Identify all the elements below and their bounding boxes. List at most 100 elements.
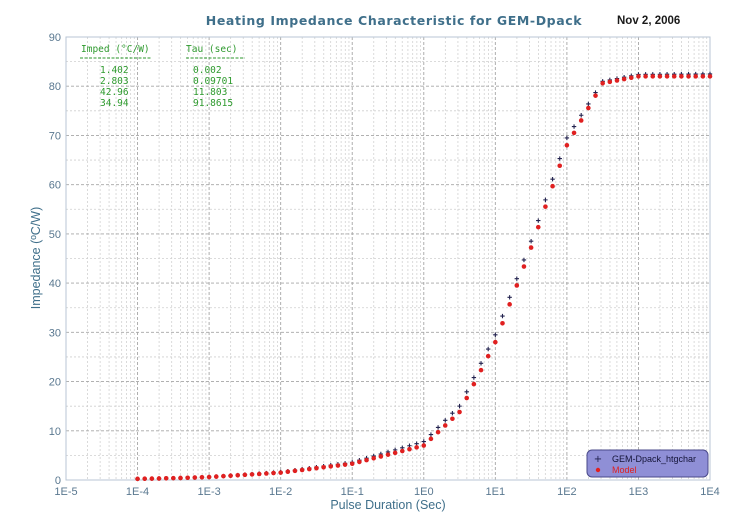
data-point-model xyxy=(593,93,598,98)
x-tick-label: 1E4 xyxy=(700,486,720,498)
data-point-model xyxy=(607,79,613,85)
data-point-measured xyxy=(485,346,491,352)
data-point-model xyxy=(314,465,319,471)
data-point-measured xyxy=(443,418,448,423)
data-point-model xyxy=(421,443,427,448)
y-tick-label: 20 xyxy=(49,377,61,389)
data-point-model xyxy=(371,455,376,461)
data-point-measured xyxy=(457,403,462,409)
data-point-model xyxy=(514,283,520,288)
data-point-model xyxy=(564,142,570,148)
data-point-model xyxy=(478,367,484,373)
chart-title: Heating Impedance Characteristic for GEM… xyxy=(206,13,582,28)
x-tick-label: 1E-4 xyxy=(126,486,149,498)
data-point-measured xyxy=(464,389,469,395)
data-point-model xyxy=(557,163,563,169)
data-point-model xyxy=(535,224,541,230)
table-cell: 34.94 xyxy=(100,98,129,109)
data-point-model xyxy=(292,468,298,474)
table-cell: 0.09701 xyxy=(193,76,233,87)
data-point-model xyxy=(328,464,334,469)
data-point-measured xyxy=(550,177,555,182)
y-tick-label: 0 xyxy=(55,475,61,487)
data-point-measured xyxy=(471,375,477,380)
data-point-measured xyxy=(586,101,591,107)
data-point-model xyxy=(407,446,412,452)
data-point-model xyxy=(628,75,634,81)
data-point-model xyxy=(521,264,527,269)
data-point-model xyxy=(471,381,477,387)
data-point-model xyxy=(657,74,663,79)
x-tick-label: 1E1 xyxy=(486,486,506,498)
chart-date: Nov 2, 2006 xyxy=(617,15,680,27)
table-cell: 42.96 xyxy=(100,87,129,98)
grid xyxy=(65,36,711,481)
data-point-model xyxy=(264,471,269,476)
x-axis-label: Pulse Duration (Sec) xyxy=(330,498,445,512)
data-point-measured xyxy=(564,135,570,141)
data-point-model xyxy=(271,470,276,476)
data-point-model xyxy=(686,74,691,79)
data-point-measured xyxy=(543,197,548,203)
data-point-model xyxy=(306,466,312,472)
data-point-model xyxy=(364,457,369,463)
data-point-measured xyxy=(571,124,577,129)
data-point-model xyxy=(571,130,577,136)
data-point-measured xyxy=(493,332,498,337)
data-point-measured xyxy=(428,432,434,437)
y-tick-label: 80 xyxy=(49,81,61,93)
y-tick-label: 40 xyxy=(49,278,61,290)
y-tick-label: 70 xyxy=(49,130,61,142)
data-point-measured xyxy=(579,113,584,118)
data-point-model xyxy=(464,395,470,401)
legend-label-series-2: Model xyxy=(612,465,637,475)
data-point-model xyxy=(178,475,183,481)
data-point-model xyxy=(643,74,648,79)
data-point-model xyxy=(578,118,584,123)
data-point-model xyxy=(400,448,405,454)
data-point-model xyxy=(185,475,190,481)
data-point-model xyxy=(228,473,233,479)
table-cell: 0.002 xyxy=(193,65,222,76)
data-point-model xyxy=(385,452,391,457)
data-point-model xyxy=(321,465,326,470)
data-point-model xyxy=(199,475,205,480)
data-point-model xyxy=(256,471,262,477)
data-point-model xyxy=(671,74,677,79)
x-tick-label: 1E0 xyxy=(414,486,434,498)
data-point-model xyxy=(485,353,491,359)
data-point-model xyxy=(543,204,548,209)
data-point-model xyxy=(450,416,455,422)
data-point-model xyxy=(278,470,283,475)
data-point-model xyxy=(700,74,706,79)
data-point-model xyxy=(679,74,684,79)
legend-marker-dot xyxy=(595,467,601,473)
data-point-measured xyxy=(514,276,519,281)
data-point-model xyxy=(693,74,698,79)
data-point-model xyxy=(142,476,148,482)
data-point-model xyxy=(600,80,605,86)
y-axis-label: Impedance (ºC/W) xyxy=(29,207,43,310)
table-cell: 2.803 xyxy=(100,76,129,87)
x-tick-label: 1E3 xyxy=(629,486,649,498)
data-point-measured xyxy=(507,295,512,300)
data-point-model xyxy=(235,472,241,478)
x-tick-label: 1E2 xyxy=(557,486,577,498)
legend: + GEM-Dpack_htgchar Model xyxy=(586,449,709,478)
data-point-model xyxy=(156,476,162,481)
table-cell: 1.402 xyxy=(100,65,129,76)
data-point-model xyxy=(550,183,555,189)
data-point-model xyxy=(378,454,384,459)
data-point-measured xyxy=(421,439,426,444)
data-point-model xyxy=(586,105,591,111)
data-point-model xyxy=(414,445,419,450)
table-cell: 11.803 xyxy=(193,87,227,98)
data-point-model xyxy=(614,78,620,83)
data-point-model xyxy=(285,469,291,475)
table-cell: 91.8615 xyxy=(193,98,233,109)
data-point-model xyxy=(163,475,169,481)
data-point-measured xyxy=(435,425,441,430)
data-point-model xyxy=(428,436,434,442)
data-point-model xyxy=(636,74,641,79)
data-point-model xyxy=(621,76,627,82)
